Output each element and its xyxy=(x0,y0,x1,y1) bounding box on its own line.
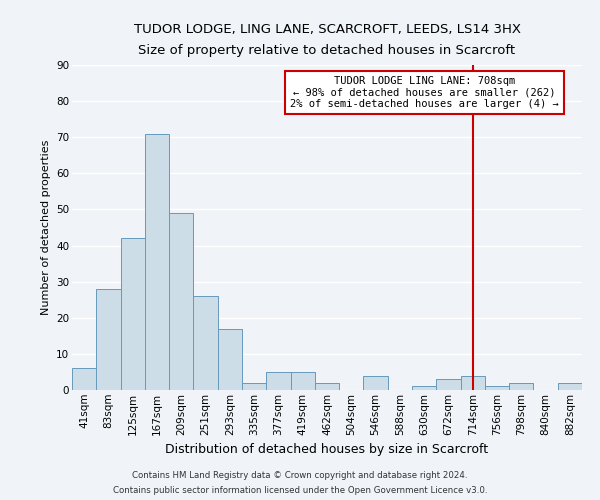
Text: Contains HM Land Registry data © Crown copyright and database right 2024.: Contains HM Land Registry data © Crown c… xyxy=(132,471,468,480)
Bar xyxy=(290,372,315,390)
Bar xyxy=(558,383,582,390)
Bar xyxy=(193,296,218,390)
Bar xyxy=(461,376,485,390)
Bar xyxy=(145,134,169,390)
Text: TUDOR LODGE LING LANE: 708sqm
← 98% of detached houses are smaller (262)
2% of s: TUDOR LODGE LING LANE: 708sqm ← 98% of d… xyxy=(290,76,559,109)
Text: Contains public sector information licensed under the Open Government Licence v3: Contains public sector information licen… xyxy=(113,486,487,495)
Bar xyxy=(364,376,388,390)
Bar xyxy=(485,386,509,390)
X-axis label: Distribution of detached houses by size in Scarcroft: Distribution of detached houses by size … xyxy=(166,443,488,456)
Bar xyxy=(509,383,533,390)
Bar xyxy=(266,372,290,390)
Bar xyxy=(72,368,96,390)
Title: TUDOR LODGE, LING LANE, SCARCROFT, LEEDS, LS14 3HX
Size of property relative to : TUDOR LODGE, LING LANE, SCARCROFT, LEEDS… xyxy=(133,23,521,57)
Bar xyxy=(169,213,193,390)
Bar xyxy=(218,328,242,390)
Y-axis label: Number of detached properties: Number of detached properties xyxy=(41,140,50,315)
Bar xyxy=(315,383,339,390)
Bar xyxy=(436,379,461,390)
Bar xyxy=(96,289,121,390)
Bar xyxy=(121,238,145,390)
Bar xyxy=(412,386,436,390)
Bar xyxy=(242,383,266,390)
